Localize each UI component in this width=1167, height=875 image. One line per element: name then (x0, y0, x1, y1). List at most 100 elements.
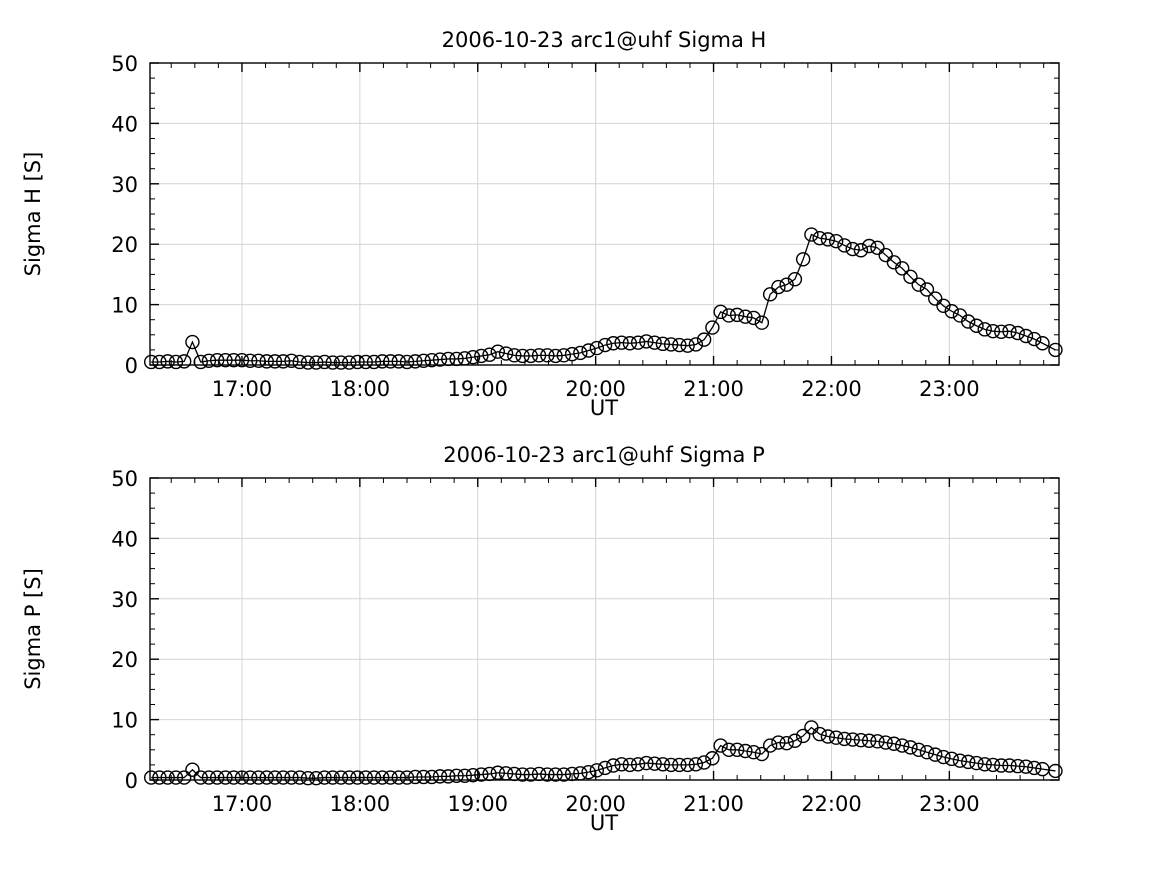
data-point-marker (746, 310, 761, 326)
data-point-marker (342, 355, 357, 370)
data-point-marker (589, 763, 605, 778)
xtick-label: 22:00 (801, 792, 862, 816)
data-point-marker (787, 733, 803, 748)
sigma-h-xtick-labels: 17:00 18:00 19:00 20:00 21:00 22:00 23:00 (212, 377, 980, 401)
data-point-marker (994, 758, 1009, 773)
data-point-marker (672, 337, 687, 353)
data-point-marker (944, 304, 959, 319)
xtick-label: 18:00 (330, 377, 391, 401)
ytick-label: 0 (125, 769, 138, 793)
data-point-marker (688, 337, 704, 352)
data-point-marker (696, 332, 712, 347)
data-point-marker (655, 336, 671, 352)
data-point-marker (903, 269, 918, 285)
data-point-marker (1048, 342, 1063, 358)
data-point-marker (333, 355, 349, 370)
data-point-marker (845, 241, 860, 257)
data-point-marker (408, 769, 423, 785)
data-point-marker (350, 354, 365, 370)
data-point-marker (259, 354, 274, 369)
ytick-label: 30 (111, 588, 138, 612)
data-point-marker (581, 343, 596, 358)
data-point-marker (375, 354, 390, 369)
data-point-marker (762, 287, 778, 302)
data-point-marker (729, 307, 745, 323)
data-point-marker (779, 277, 794, 292)
xtick-label: 21:00 (683, 792, 744, 816)
data-point-marker (251, 353, 266, 368)
data-point-marker (201, 353, 217, 368)
sigma-p-yaxis-label: Sigma P [S] (21, 568, 45, 690)
data-point-marker (441, 769, 456, 784)
data-point-marker (160, 770, 175, 785)
data-point-marker (746, 745, 761, 760)
data-point-marker (267, 770, 283, 785)
sigma-h-xaxis-label: UT (590, 396, 618, 420)
data-point-marker (399, 354, 415, 370)
data-point-marker (705, 751, 720, 766)
xtick-label: 20:00 (565, 792, 626, 816)
data-point-marker (622, 336, 638, 351)
sigma-h-svg: 0 10 20 30 40 50 17:00 18:00 19:00 20:00 21:00 22:… (21, 28, 1063, 420)
ytick-label: 40 (111, 527, 138, 551)
data-point-marker (721, 308, 737, 323)
data-point-marker (713, 738, 728, 753)
data-point-marker (919, 745, 935, 760)
data-point-marker (837, 238, 852, 253)
data-point-marker (969, 318, 984, 333)
xtick-label: 17:00 (212, 377, 273, 401)
data-point-marker (226, 352, 241, 368)
data-point-marker (350, 770, 365, 785)
data-point-marker (424, 769, 439, 785)
data-point-marker (490, 344, 505, 359)
sigma-h-axes-frame (149, 62, 1060, 366)
data-point-marker (416, 769, 431, 785)
data-point-marker (1002, 758, 1017, 773)
data-point-marker (961, 314, 976, 329)
data-point-marker (928, 291, 943, 306)
data-point-marker (176, 770, 192, 785)
data-point-marker (845, 732, 860, 747)
data-point-marker (284, 770, 299, 785)
data-point-marker (787, 272, 803, 287)
data-point-marker (812, 726, 827, 742)
sigma-h-grid-group (150, 63, 1059, 365)
data-point-marker (903, 740, 918, 755)
data-point-marker (1010, 758, 1025, 774)
data-point-marker (589, 340, 605, 356)
data-point-marker (143, 354, 159, 370)
data-point-marker (614, 335, 629, 350)
data-point-marker (185, 762, 200, 777)
data-point-marker (894, 738, 910, 753)
data-point-marker (383, 770, 398, 785)
data-point-marker (482, 347, 497, 362)
data-point-marker (795, 252, 811, 267)
data-point-marker (523, 767, 539, 782)
sigma-p-ticks-group (150, 477, 1059, 781)
data-point-marker (936, 749, 951, 765)
sigma-h-ytick-labels: 0 10 20 30 40 50 (111, 52, 138, 378)
data-point-marker (647, 756, 662, 771)
data-point-marker (498, 346, 514, 361)
data-point-marker (985, 757, 1001, 773)
data-point-marker (944, 751, 959, 767)
data-point-marker (878, 735, 893, 750)
ytick-label: 20 (111, 648, 138, 672)
xtick-label: 23:00 (919, 792, 980, 816)
data-point-marker (366, 770, 382, 785)
data-point-marker (820, 232, 836, 247)
data-point-marker (919, 282, 935, 297)
sigma-p-ytick-labels: 0 10 20 30 40 50 (111, 467, 138, 793)
data-point-marker (465, 349, 481, 365)
sigma-p-series-group (143, 720, 1063, 786)
data-point-marker (738, 743, 753, 759)
data-point-marker (655, 757, 671, 772)
data-point-marker (804, 227, 819, 242)
data-point-marker (325, 355, 340, 370)
data-point-marker (977, 757, 992, 772)
data-point-marker (474, 348, 489, 364)
data-point-marker (267, 354, 283, 369)
sigma-h-title: 2006-10-23 arc1@uhf Sigma H (442, 28, 767, 52)
data-point-marker (333, 770, 349, 785)
sigma-h-series-group (143, 227, 1063, 370)
